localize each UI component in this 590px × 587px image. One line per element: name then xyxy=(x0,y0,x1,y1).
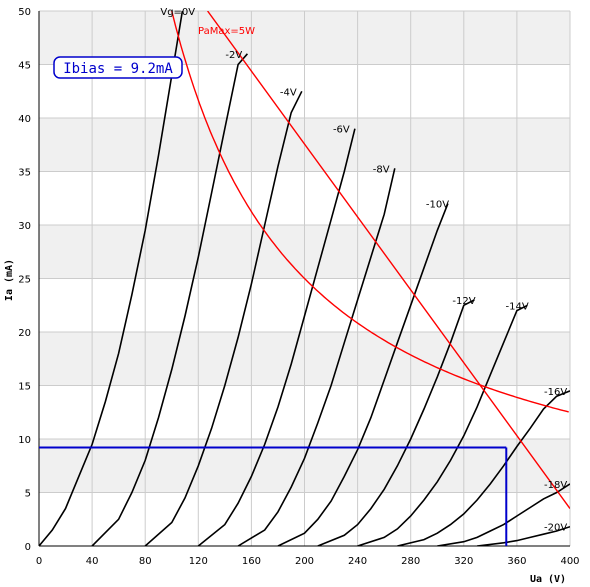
x-tick-label: 200 xyxy=(295,556,314,567)
plate-curve xyxy=(91,53,249,546)
curve-label: -12V xyxy=(452,296,475,307)
plate-curves xyxy=(39,11,570,546)
curve-label: -6V xyxy=(333,125,350,136)
plate-curve xyxy=(277,203,449,546)
x-tick-label: 360 xyxy=(507,556,526,567)
plate-curve xyxy=(197,128,356,546)
curve-label: -14V xyxy=(506,301,529,312)
plate-curve xyxy=(357,304,528,546)
overlay-lines xyxy=(39,11,570,546)
tick-labels: 0 40 80 120 160 200 240 280 320 360 400 0 5 10 15 20 25 3… xyxy=(18,7,579,567)
pamax-curve xyxy=(171,11,569,413)
x-tick-label: 0 xyxy=(36,556,42,567)
y-tick-label: 40 xyxy=(18,114,31,125)
x-tick-label: 400 xyxy=(560,556,579,567)
y-tick-label: 50 xyxy=(18,7,31,18)
bias-annotation-text: Ibias = 9.2mA xyxy=(63,61,173,77)
y-axis-label: Ia (mA) xyxy=(4,259,15,301)
x-tick-label: 160 xyxy=(242,556,261,567)
bias-annotation: Ibias = 9.2mA xyxy=(53,56,183,79)
load-line xyxy=(207,11,570,509)
x-tick-label: 240 xyxy=(348,556,367,567)
pamax-label: PaMax=5W xyxy=(198,26,255,37)
y-tick-label: 5 xyxy=(25,489,31,500)
x-axis-label: Ua (V) xyxy=(530,574,566,585)
plate-curve xyxy=(477,525,570,546)
curve-label: -10V xyxy=(426,200,449,211)
curve-labels: Vg=0V -2V -4V -6V -8V -10V -12V -14V -16V -18V -20… xyxy=(160,7,567,534)
y-tick-label: 45 xyxy=(18,61,31,72)
curve-label: Vg=0V xyxy=(160,7,195,18)
plate-curve xyxy=(437,483,570,546)
curve-label: -4V xyxy=(280,87,297,98)
bias-annotation-box xyxy=(53,56,183,79)
y-tick-label: 15 xyxy=(18,382,31,393)
y-tick-label: 35 xyxy=(18,168,31,179)
y-tick-label: 20 xyxy=(18,328,31,339)
curve-label: -16V xyxy=(544,387,567,398)
x-tick-label: 120 xyxy=(189,556,208,567)
plate-curve xyxy=(144,90,303,546)
y-tick-label: 25 xyxy=(18,275,31,286)
y-tick-label: 10 xyxy=(18,435,31,446)
plate-curve xyxy=(317,299,475,546)
x-tick-label: 320 xyxy=(454,556,473,567)
y-tick-label: 0 xyxy=(25,542,31,553)
x-tick-label: 80 xyxy=(139,556,152,567)
curve-label: -8V xyxy=(373,164,390,175)
plate-curve xyxy=(39,11,184,546)
plate-curve xyxy=(397,390,570,546)
curve-label: -18V xyxy=(544,480,567,491)
curve-label: -2V xyxy=(225,50,242,61)
curve-label: -20V xyxy=(544,523,567,534)
y-tick-label: 30 xyxy=(18,221,31,232)
plate-curve xyxy=(237,168,396,546)
x-tick-label: 40 xyxy=(86,556,99,567)
x-tick-label: 280 xyxy=(401,556,420,567)
